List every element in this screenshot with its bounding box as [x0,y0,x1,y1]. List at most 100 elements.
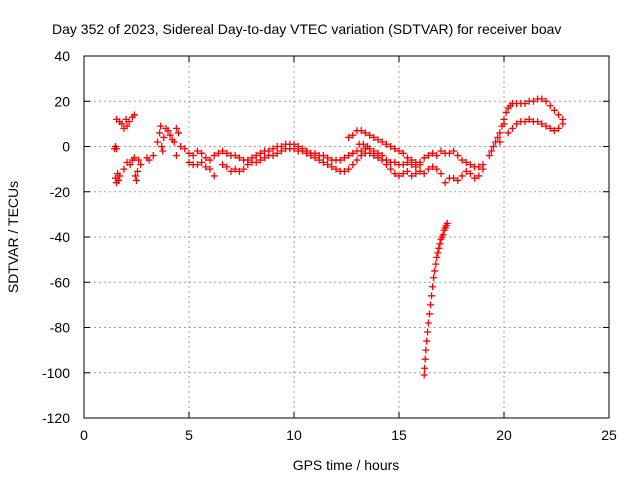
y-tick-label: 40 [54,48,70,64]
data-point [420,170,428,178]
data-point [408,172,416,180]
data-point [159,147,167,155]
data-point [395,147,403,155]
data-point [437,147,445,155]
data-point [231,165,239,173]
data-point [210,172,218,180]
data-point [345,165,353,173]
data-point [395,172,403,180]
data-point [403,167,411,175]
data-point [412,170,420,178]
data-point [508,124,516,132]
data-point [231,152,239,160]
data-point [416,161,424,169]
data-point [370,133,378,141]
data-point [118,120,126,128]
data-point [166,131,174,139]
data-point [387,143,395,150]
data-point [546,102,554,110]
data-point [431,267,439,275]
data-point [502,109,510,117]
data-point [450,147,458,155]
data-point [420,371,428,379]
data-point [256,149,264,157]
data-point [172,124,180,132]
data-point [424,319,432,327]
data-point [307,152,315,160]
data-point [437,170,445,178]
data-point [479,165,487,173]
x-axis-label: GPS time / hours [293,457,400,473]
data-point [328,163,336,171]
data-point [427,301,434,309]
data-point [223,163,231,171]
data-point [261,154,269,162]
data-point [235,167,243,175]
data-point [160,133,168,141]
data-point [433,165,441,173]
data-point [433,253,441,261]
data-point [458,172,466,180]
data-point [353,156,361,164]
data-point [134,167,142,175]
x-tick-label: 10 [286,427,302,443]
data-point [433,152,441,160]
data-point [487,147,495,155]
data-point [378,138,386,146]
data-point [542,97,550,105]
data-point [364,143,371,150]
data-point [485,152,493,160]
data-point [550,106,558,114]
data-point [223,149,231,157]
y-tick-label: -60 [50,274,70,290]
data-point [269,145,277,153]
data-point [340,167,348,175]
data-point [198,158,206,166]
data-point [475,163,483,171]
x-tick-label: 15 [391,427,407,443]
data-point [525,115,533,123]
data-point [382,140,390,148]
data-point [441,179,449,187]
data-point [435,244,443,252]
data-point [422,346,430,354]
data-point [391,170,399,178]
data-point [454,176,462,184]
data-point [290,145,298,153]
data-point [421,355,429,363]
data-point [131,172,139,180]
y-tick-label: -120 [42,410,70,426]
data-point [429,149,437,157]
data-point [133,176,140,184]
data-point [193,161,201,169]
data-point [130,111,138,119]
y-axis: -120 -100 -80 -60 -40 -20 0 20 40 [42,48,609,426]
data-point [432,260,440,268]
data-point [399,170,407,178]
data-point [145,156,153,164]
data-point [529,97,537,105]
grid-layer [84,56,609,418]
data-point [269,152,277,160]
y-tick-label: 20 [54,93,70,109]
data-point [181,145,189,153]
data-point [490,143,497,150]
data-point [349,161,357,169]
x-tick-label: 25 [601,427,617,443]
data-point [235,154,243,162]
data-point [546,124,554,132]
data-point [123,122,131,130]
data-point [429,283,437,291]
data-points [110,95,567,379]
data-point [357,127,365,135]
y-tick-label: -20 [50,184,70,200]
data-point [189,152,197,160]
data-point [202,163,210,171]
data-point [391,145,399,153]
data-point [496,138,504,146]
data-point [374,154,382,162]
data-point [185,149,193,157]
x-axis: 0 5 10 15 20 25 [80,56,617,443]
data-point [542,122,550,130]
data-point [185,158,193,166]
